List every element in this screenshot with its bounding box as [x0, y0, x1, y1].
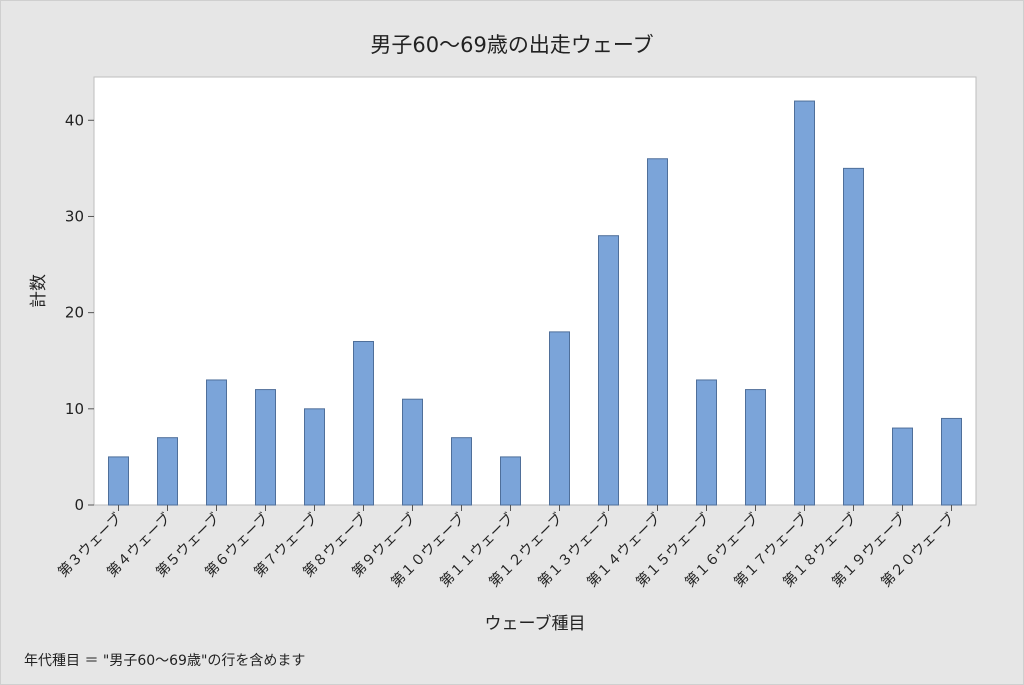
y-tick-label: 0 — [74, 496, 84, 514]
bar — [402, 398, 423, 506]
bar — [745, 389, 766, 506]
plot-area — [93, 76, 977, 506]
bar — [353, 340, 374, 506]
bar — [696, 379, 717, 506]
y-tick-label: 30 — [65, 207, 84, 225]
y-axis-label: 計数 — [29, 274, 49, 308]
y-tick-label: 10 — [65, 400, 84, 418]
bar — [255, 389, 276, 506]
bar — [108, 456, 129, 506]
chart-title: 男子60～69歳の出走ウェーブ — [370, 33, 653, 57]
bar — [941, 417, 962, 506]
bar — [598, 235, 619, 506]
bar — [500, 456, 521, 506]
y-tick-label: 20 — [65, 304, 84, 322]
bar — [157, 437, 178, 506]
bar — [206, 379, 227, 506]
y-tick-label: 40 — [65, 111, 84, 129]
bar — [451, 437, 472, 506]
bar — [794, 100, 815, 506]
bar — [843, 167, 864, 506]
bar — [304, 408, 325, 506]
bar — [549, 331, 570, 506]
y-axis: 0 10 20 30 40 — [65, 111, 94, 514]
x-axis-label: ウェーブ種目 — [485, 613, 586, 634]
bar — [647, 158, 668, 506]
footnote: 年代種目 ＝ "男子60～69歳"の行を含めます — [24, 653, 305, 669]
x-axis: 第３ウェーブ第４ウェーブ第５ウェーブ第６ウェーブ第７ウェーブ第８ウェーブ第９ウェ… — [54, 505, 958, 591]
bars — [108, 100, 962, 506]
bar — [892, 427, 913, 506]
